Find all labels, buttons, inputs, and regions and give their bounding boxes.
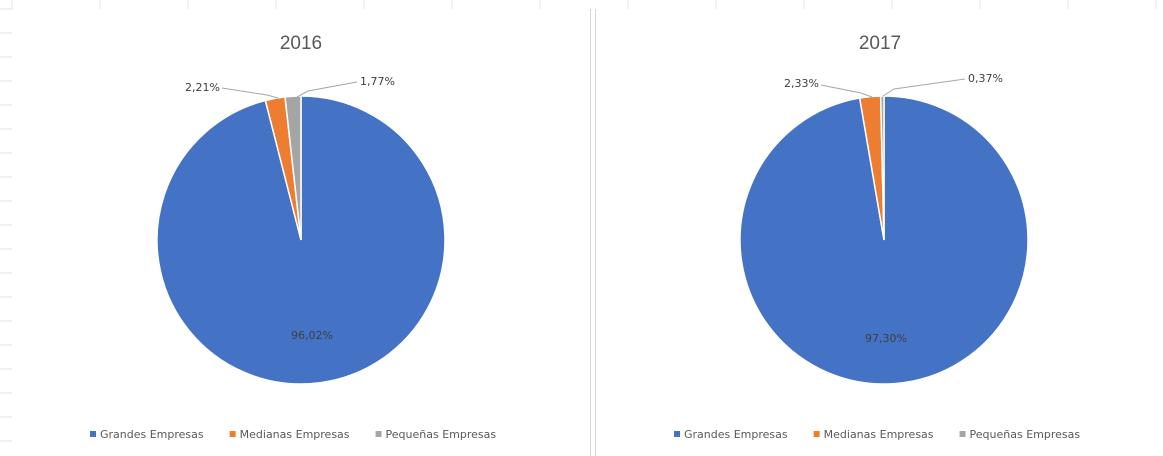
legend-entry-pequenas[interactable]: Pequeñas Empresas [386,428,497,441]
legend-entry-grandes[interactable]: Grandes Empresas [684,428,788,441]
pie-slice-pequenas[interactable] [879,95,885,241]
legend-entry-pequenas[interactable]: Pequeñas Empresas [970,428,1081,441]
legend-entry-grandes[interactable]: Grandes Empresas [100,428,204,441]
legend-swatch-grandes [674,431,680,437]
pie-chart-2016[interactable]: 2016 96,02% 2,21% 1,77% Grandes Empresas Me… [12,9,591,456]
data-label-pequenas: 0,37% [968,72,1003,85]
leader-line-pequenas [882,78,966,97]
leader-line-pequenas [296,81,358,98]
data-label-pequenas: 1,77% [360,75,395,88]
pie-slice-pequenas[interactable] [284,95,302,241]
legend-swatch-pequenas [375,431,382,437]
legend-swatch-grandes [90,431,96,437]
legend-swatch-medianas [813,431,820,437]
data-label-medianas: 2,33% [784,77,819,90]
legend-entry-medianas[interactable]: Medianas Empresas [240,428,350,441]
data-label-medianas: 2,21% [185,81,220,94]
chart-title: 2016 [280,33,322,54]
legend-swatch-pequenas [959,431,966,437]
leader-line-medianas [820,84,873,98]
pie-chart-2017[interactable]: 2017 97,30% 2,33% 0,37% Grandes Empresas Me… [595,9,1163,456]
leader-line-medianas [221,87,279,99]
legend-swatch-medianas [229,431,236,437]
legend-entry-medianas[interactable]: Medianas Empresas [824,428,934,441]
data-label-grandes: 96,02% [291,329,333,342]
chart-title: 2017 [859,33,901,54]
data-label-grandes: 97,30% [865,332,907,345]
